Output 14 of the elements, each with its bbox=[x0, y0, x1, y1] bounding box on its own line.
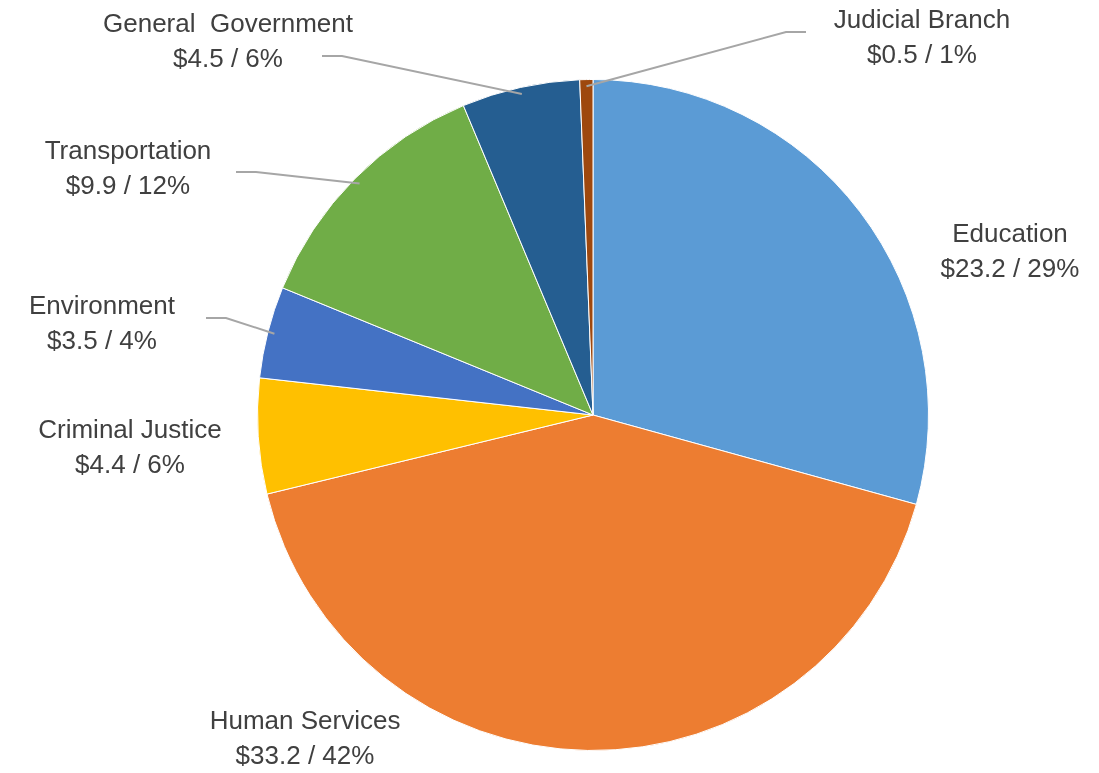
data-label: $0.5 / 1% bbox=[867, 39, 977, 70]
data-label: $23.2 / 29% bbox=[940, 253, 1080, 284]
slice-label: Criminal Justice bbox=[38, 414, 222, 445]
slice-label: Transportation bbox=[44, 135, 212, 166]
slice-label: Human Services bbox=[209, 705, 401, 736]
data-label: $33.2 / 42% bbox=[235, 740, 375, 771]
data-label: $4.4 / 6% bbox=[75, 449, 185, 480]
slice-label: Judicial Branch bbox=[833, 4, 1011, 35]
slice-label: General Government bbox=[102, 8, 354, 39]
data-label: $3.5 / 4% bbox=[47, 325, 157, 356]
slice-label: Education bbox=[952, 218, 1068, 249]
data-label: $4.5 / 6% bbox=[173, 43, 283, 74]
data-label: $9.9 / 12% bbox=[65, 170, 191, 201]
slice-label: Environment bbox=[29, 290, 176, 321]
